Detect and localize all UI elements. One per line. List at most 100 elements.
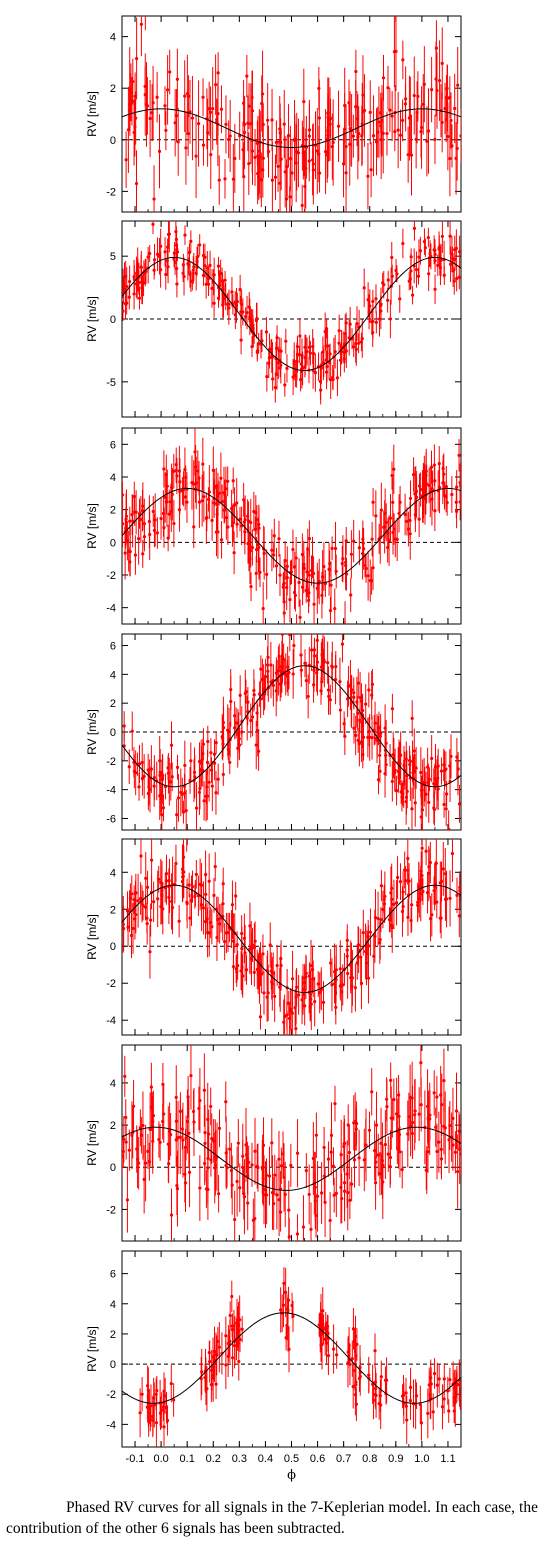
data-point bbox=[370, 736, 374, 740]
data-point bbox=[229, 699, 233, 704]
data-point bbox=[419, 125, 424, 130]
data-point bbox=[145, 885, 150, 889]
data-point bbox=[326, 661, 330, 665]
data-point bbox=[241, 974, 245, 978]
data-point bbox=[320, 1342, 324, 1347]
data-point bbox=[408, 762, 412, 767]
data-point bbox=[249, 585, 253, 589]
data-point bbox=[212, 273, 216, 277]
data-point bbox=[330, 145, 334, 149]
data-point bbox=[255, 350, 259, 354]
data-point bbox=[374, 1123, 379, 1127]
data-point bbox=[190, 116, 195, 120]
data-point bbox=[297, 352, 301, 357]
data-point bbox=[442, 1397, 446, 1401]
data-point bbox=[202, 799, 206, 803]
data-point bbox=[129, 933, 134, 938]
data-point bbox=[362, 1158, 366, 1162]
data-point bbox=[212, 501, 216, 505]
data-point bbox=[434, 46, 438, 50]
data-point bbox=[209, 1104, 213, 1109]
data-point bbox=[266, 118, 270, 122]
data-point bbox=[162, 1425, 166, 1429]
data-point bbox=[230, 903, 235, 907]
data-point bbox=[456, 1169, 460, 1174]
data-point bbox=[381, 131, 385, 135]
data-point bbox=[178, 489, 182, 493]
data-point bbox=[364, 566, 368, 571]
data-point bbox=[184, 475, 188, 479]
data-point bbox=[198, 882, 202, 886]
data-point bbox=[440, 234, 444, 239]
data-point bbox=[344, 321, 348, 325]
data-point bbox=[265, 572, 269, 576]
figure-caption: Phased RV curves for all signals in the … bbox=[6, 1499, 538, 1537]
data-point bbox=[456, 767, 460, 771]
data-point bbox=[427, 272, 431, 276]
data-point bbox=[156, 897, 160, 901]
data-point bbox=[138, 1411, 142, 1415]
data-point bbox=[197, 500, 202, 504]
rv-panel-5: -4 -2 0 2 4 RV [m/s] bbox=[85, 838, 462, 1036]
data-point bbox=[289, 1009, 293, 1013]
data-point bbox=[243, 518, 247, 522]
y-tick-label: -2 bbox=[106, 756, 116, 768]
data-point bbox=[182, 274, 186, 279]
data-point bbox=[253, 1149, 257, 1153]
data-point bbox=[189, 239, 193, 243]
data-point bbox=[345, 938, 349, 942]
data-point bbox=[124, 526, 128, 531]
data-point bbox=[409, 269, 413, 273]
data-point bbox=[311, 683, 316, 687]
data-point bbox=[185, 92, 189, 96]
data-point bbox=[217, 1345, 221, 1349]
data-point bbox=[404, 1391, 408, 1395]
data-point bbox=[141, 1123, 145, 1128]
data-point bbox=[152, 197, 156, 201]
data-point bbox=[277, 1157, 281, 1161]
data-point bbox=[327, 694, 331, 698]
data-point bbox=[205, 930, 210, 935]
rv-panel-7: -4 -2 0 2 4 6 RV [m/s] -0.1 0.0 0.1 0.2 0.3 0.4 0.5 0.… bbox=[85, 1250, 462, 1483]
data-point bbox=[175, 1187, 180, 1191]
data-point bbox=[242, 498, 246, 502]
data-point bbox=[122, 309, 125, 313]
y-tick-label: -4 bbox=[106, 1015, 116, 1027]
data-point bbox=[216, 1339, 220, 1343]
data-point bbox=[448, 95, 452, 99]
data-point bbox=[347, 1150, 351, 1155]
data-point bbox=[396, 1146, 401, 1150]
data-point bbox=[180, 1127, 184, 1131]
data-point bbox=[309, 963, 313, 968]
data-point bbox=[437, 485, 442, 490]
data-point bbox=[245, 310, 249, 315]
data-point bbox=[261, 1167, 265, 1171]
y-tick-label: -5 bbox=[106, 377, 116, 389]
data-point bbox=[390, 926, 394, 930]
data-point bbox=[439, 879, 444, 884]
data-point bbox=[232, 503, 237, 507]
data-point bbox=[321, 1309, 325, 1313]
data-point bbox=[248, 315, 252, 319]
data-point bbox=[401, 904, 405, 909]
data-point bbox=[160, 813, 164, 817]
data-point bbox=[254, 743, 258, 747]
data-point bbox=[209, 1383, 213, 1387]
data-point bbox=[189, 1073, 193, 1078]
data-point bbox=[167, 512, 171, 516]
data-point bbox=[261, 168, 265, 172]
data-point bbox=[334, 569, 338, 573]
data-point bbox=[273, 994, 277, 998]
data-point bbox=[336, 124, 341, 128]
data-point bbox=[215, 935, 219, 940]
data-point bbox=[403, 512, 407, 517]
data-point bbox=[258, 155, 262, 159]
data-point bbox=[166, 88, 170, 92]
y-tick-label: 0 bbox=[110, 1359, 116, 1371]
data-point bbox=[430, 497, 434, 501]
data-point bbox=[386, 531, 390, 535]
data-point bbox=[216, 777, 220, 781]
data-point bbox=[288, 598, 292, 602]
data-point bbox=[127, 765, 131, 769]
data-point bbox=[454, 156, 458, 160]
